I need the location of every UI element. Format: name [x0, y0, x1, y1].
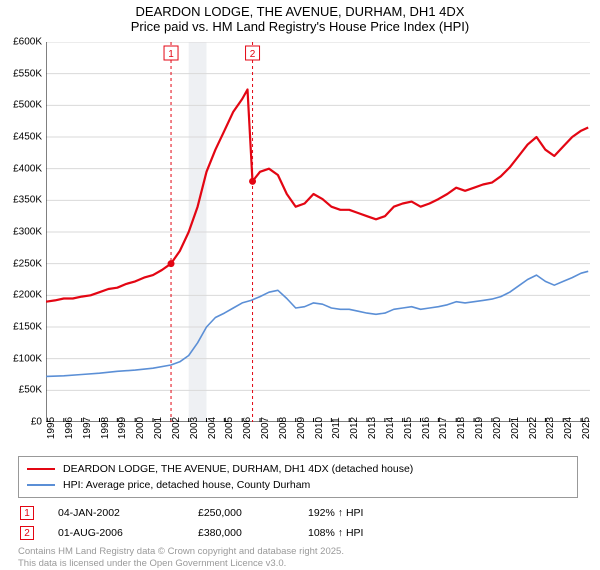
- y-tick-label: £350K: [13, 195, 42, 206]
- x-tick-label: 2014: [385, 417, 396, 439]
- x-tick-label: 2004: [207, 417, 218, 439]
- title-block: DEARDON LODGE, THE AVENUE, DURHAM, DH1 4…: [0, 0, 600, 36]
- title-subtitle: Price paid vs. HM Land Registry's House …: [0, 19, 600, 34]
- x-tick-label: 2000: [135, 417, 146, 439]
- transaction-row: 1 04-JAN-2002 £250,000 192% ↑ HPI: [18, 504, 582, 522]
- x-tick-label: 2022: [528, 417, 539, 439]
- x-axis-labels: 1995199619971998199920002001200220032004…: [46, 424, 590, 454]
- x-tick-label: 2023: [545, 417, 556, 439]
- x-tick-label: 2015: [403, 417, 414, 439]
- chart-svg: 12: [46, 42, 590, 422]
- x-tick-label: 2019: [474, 417, 485, 439]
- y-axis-labels: £0£50K£100K£150K£200K£250K£300K£350K£400…: [0, 42, 44, 422]
- y-tick-label: £0: [31, 417, 42, 428]
- x-tick-label: 1996: [64, 417, 75, 439]
- x-tick-label: 1998: [100, 417, 111, 439]
- marker-badge: 2: [20, 526, 34, 540]
- y-tick-label: £500K: [13, 100, 42, 111]
- transaction-row: 2 01-AUG-2006 £380,000 108% ↑ HPI: [18, 524, 582, 542]
- x-tick-label: 1999: [117, 417, 128, 439]
- x-tick-label: 2018: [456, 417, 467, 439]
- legend-row: DEARDON LODGE, THE AVENUE, DURHAM, DH1 4…: [27, 461, 569, 477]
- x-tick-label: 2002: [171, 417, 182, 439]
- transaction-date: 01-AUG-2006: [58, 527, 198, 539]
- svg-text:2: 2: [250, 49, 256, 60]
- legend-row: HPI: Average price, detached house, Coun…: [27, 477, 569, 493]
- transaction-pct: 108% ↑ HPI: [308, 527, 428, 539]
- chart-container: DEARDON LODGE, THE AVENUE, DURHAM, DH1 4…: [0, 0, 600, 560]
- x-tick-label: 2009: [296, 417, 307, 439]
- x-tick-label: 2025: [581, 417, 592, 439]
- y-tick-label: £550K: [13, 68, 42, 79]
- transaction-date: 04-JAN-2002: [58, 507, 198, 519]
- y-tick-label: £250K: [13, 258, 42, 269]
- legend-swatch: [27, 484, 55, 487]
- y-tick-label: £50K: [19, 385, 42, 396]
- legend-label: DEARDON LODGE, THE AVENUE, DURHAM, DH1 4…: [63, 463, 413, 475]
- y-tick-label: £200K: [13, 290, 42, 301]
- x-tick-label: 1997: [82, 417, 93, 439]
- x-tick-label: 2016: [421, 417, 432, 439]
- title-address: DEARDON LODGE, THE AVENUE, DURHAM, DH1 4…: [0, 4, 600, 19]
- x-tick-label: 2011: [331, 417, 342, 439]
- legend-swatch: [27, 468, 55, 471]
- x-tick-label: 2008: [278, 417, 289, 439]
- y-tick-label: £600K: [13, 37, 42, 48]
- marker-badge: 1: [20, 506, 34, 520]
- copyright: Contains HM Land Registry data © Crown c…: [18, 546, 582, 570]
- x-tick-label: 2003: [189, 417, 200, 439]
- y-tick-label: £400K: [13, 163, 42, 174]
- x-tick-label: 2006: [242, 417, 253, 439]
- legend-box: DEARDON LODGE, THE AVENUE, DURHAM, DH1 4…: [18, 456, 578, 498]
- x-tick-label: 2021: [510, 417, 521, 439]
- plot-area: 12: [46, 42, 590, 422]
- transaction-price: £250,000: [198, 507, 308, 519]
- copyright-line: Contains HM Land Registry data © Crown c…: [18, 546, 582, 558]
- y-tick-label: £300K: [13, 227, 42, 238]
- footer: DEARDON LODGE, THE AVENUE, DURHAM, DH1 4…: [18, 456, 582, 570]
- x-tick-label: 2001: [153, 417, 164, 439]
- y-tick-label: £100K: [13, 353, 42, 364]
- x-tick-label: 2010: [314, 417, 325, 439]
- svg-text:1: 1: [168, 49, 174, 60]
- x-tick-label: 2013: [367, 417, 378, 439]
- x-tick-label: 1995: [46, 417, 57, 439]
- x-tick-label: 2017: [438, 417, 449, 439]
- transaction-price: £380,000: [198, 527, 308, 539]
- y-tick-label: £150K: [13, 322, 42, 333]
- transaction-pct: 192% ↑ HPI: [308, 507, 428, 519]
- x-tick-label: 2024: [563, 417, 574, 439]
- x-tick-label: 2012: [349, 417, 360, 439]
- x-tick-label: 2020: [492, 417, 503, 439]
- y-tick-label: £450K: [13, 132, 42, 143]
- x-tick-label: 2005: [224, 417, 235, 439]
- legend-label: HPI: Average price, detached house, Coun…: [63, 479, 310, 491]
- x-tick-label: 2007: [260, 417, 271, 439]
